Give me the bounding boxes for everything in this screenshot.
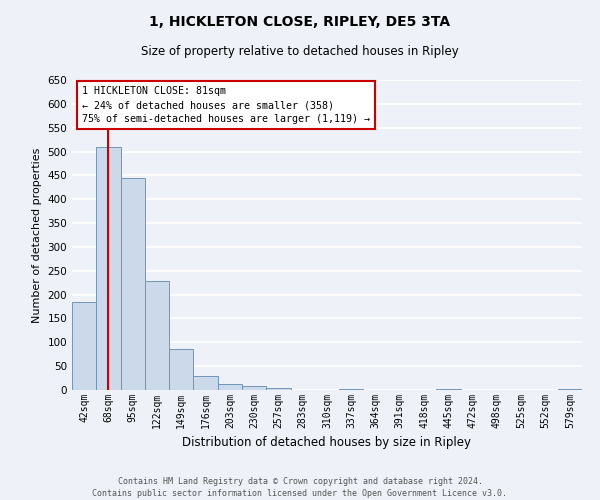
Bar [72, 302, 96, 390]
Bar [218, 384, 242, 390]
Bar [436, 388, 461, 390]
Bar [339, 388, 364, 390]
Bar [242, 386, 266, 390]
Bar [121, 178, 145, 390]
Bar [266, 388, 290, 390]
Bar [145, 282, 169, 390]
Text: 1 HICKLETON CLOSE: 81sqm
← 24% of detached houses are smaller (358)
75% of semi-: 1 HICKLETON CLOSE: 81sqm ← 24% of detach… [82, 86, 370, 124]
Text: Contains HM Land Registry data © Crown copyright and database right 2024.
Contai: Contains HM Land Registry data © Crown c… [92, 476, 508, 498]
Text: Size of property relative to detached houses in Ripley: Size of property relative to detached ho… [141, 45, 459, 58]
Bar [169, 350, 193, 390]
Bar [558, 388, 582, 390]
Text: 1, HICKLETON CLOSE, RIPLEY, DE5 3TA: 1, HICKLETON CLOSE, RIPLEY, DE5 3TA [149, 15, 451, 29]
Bar [193, 376, 218, 390]
Y-axis label: Number of detached properties: Number of detached properties [32, 148, 42, 322]
Bar [96, 147, 121, 390]
X-axis label: Distribution of detached houses by size in Ripley: Distribution of detached houses by size … [182, 436, 472, 450]
